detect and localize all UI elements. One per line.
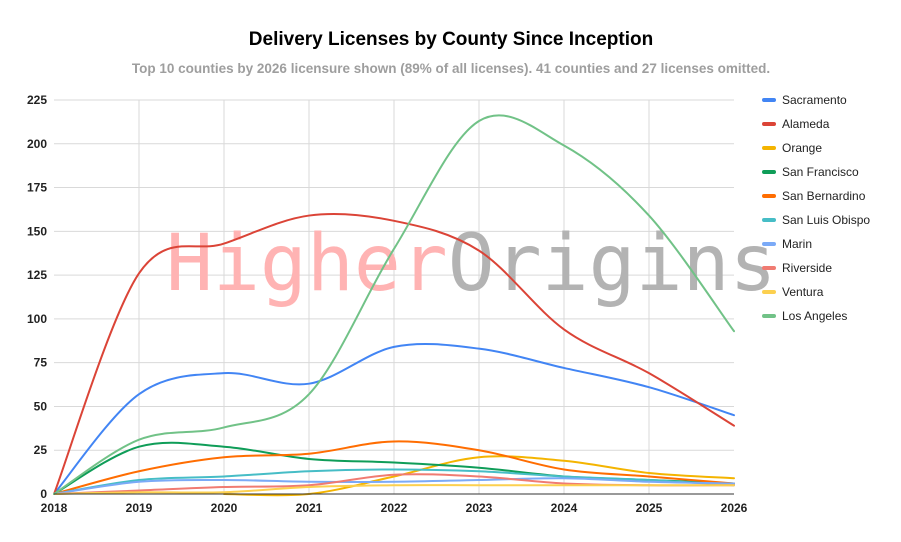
watermark: HigherOrigins <box>166 219 777 309</box>
series-line-san-bernardino <box>53 440 735 495</box>
x-tick-label: 2019 <box>126 501 153 515</box>
watermark-part-1: Higher <box>166 219 448 309</box>
legend-swatch-san-bernardino <box>762 194 776 198</box>
watermark-part-2: Origins <box>448 219 777 309</box>
series-line-san-luis-obispo <box>53 468 735 495</box>
legend-swatch-sacramento <box>762 98 776 102</box>
legend-swatch-riverside <box>762 266 776 270</box>
series-lines <box>53 114 735 497</box>
y-tick-label: 225 <box>27 93 47 107</box>
x-tick-label: 2021 <box>296 501 323 515</box>
y-tick-label: 150 <box>27 224 47 238</box>
legend-swatch-san-francisco <box>762 170 776 174</box>
y-tick-label: 0 <box>40 487 47 501</box>
legend-swatch-orange <box>762 146 776 150</box>
series-line-sacramento <box>53 342 735 495</box>
legend-label-sacramento: Sacramento <box>782 93 847 107</box>
y-tick-label: 175 <box>27 181 47 195</box>
x-tick-label: 2020 <box>211 501 238 515</box>
x-tick-label: 2023 <box>466 501 493 515</box>
legend-label-san-luis-obispo: San Luis Obispo <box>782 213 870 227</box>
y-tick-label: 125 <box>27 268 47 282</box>
chart-title: Delivery Licenses by County Since Incept… <box>249 29 653 50</box>
legend-label-ventura: Ventura <box>782 285 824 299</box>
series-line-los-angeles <box>53 114 735 495</box>
axes: 0 25 50 75 100 125 150 175 200 225 2018 2019 2020 202… <box>27 93 748 515</box>
x-tick-label: 2025 <box>636 501 663 515</box>
y-tick-label: 25 <box>34 443 48 457</box>
legend-swatch-alameda <box>762 122 776 126</box>
legend-label-san-francisco: San Francisco <box>782 165 859 179</box>
legend-swatch-los-angeles <box>762 314 776 318</box>
legend-label-los-angeles: Los Angeles <box>782 309 847 323</box>
legend-swatch-marin <box>762 242 776 246</box>
series-line-alameda <box>53 212 735 495</box>
y-tick-label: 50 <box>34 399 48 413</box>
x-tick-label: 2024 <box>551 501 578 515</box>
chart-subtitle: Top 10 counties by 2026 licensure shown … <box>132 61 770 76</box>
watermark-text: HigherOrigins <box>166 219 777 309</box>
legend-label-orange: Orange <box>782 141 822 155</box>
y-tick-label: 75 <box>34 356 48 370</box>
x-tick-label: 2022 <box>381 501 408 515</box>
gridlines <box>54 99 734 494</box>
y-tick-label: 200 <box>27 137 47 151</box>
x-tick-label: 2026 <box>721 501 748 515</box>
legend-swatch-ventura <box>762 290 776 294</box>
series-line-marin <box>53 477 735 495</box>
legend-label-marin: Marin <box>782 237 812 251</box>
legend-label-san-bernardino: San Bernardino <box>782 189 866 203</box>
series-line-ventura <box>53 484 735 495</box>
legend-swatch-san-luis-obispo <box>762 218 776 222</box>
y-tick-label: 100 <box>27 312 47 326</box>
legend-label-alameda: Alameda <box>782 117 830 131</box>
x-tick-label: 2018 <box>41 501 68 515</box>
legend: Sacramento Alameda Orange San Francisco San … <box>762 93 870 323</box>
legend-label-riverside: Riverside <box>782 261 832 275</box>
